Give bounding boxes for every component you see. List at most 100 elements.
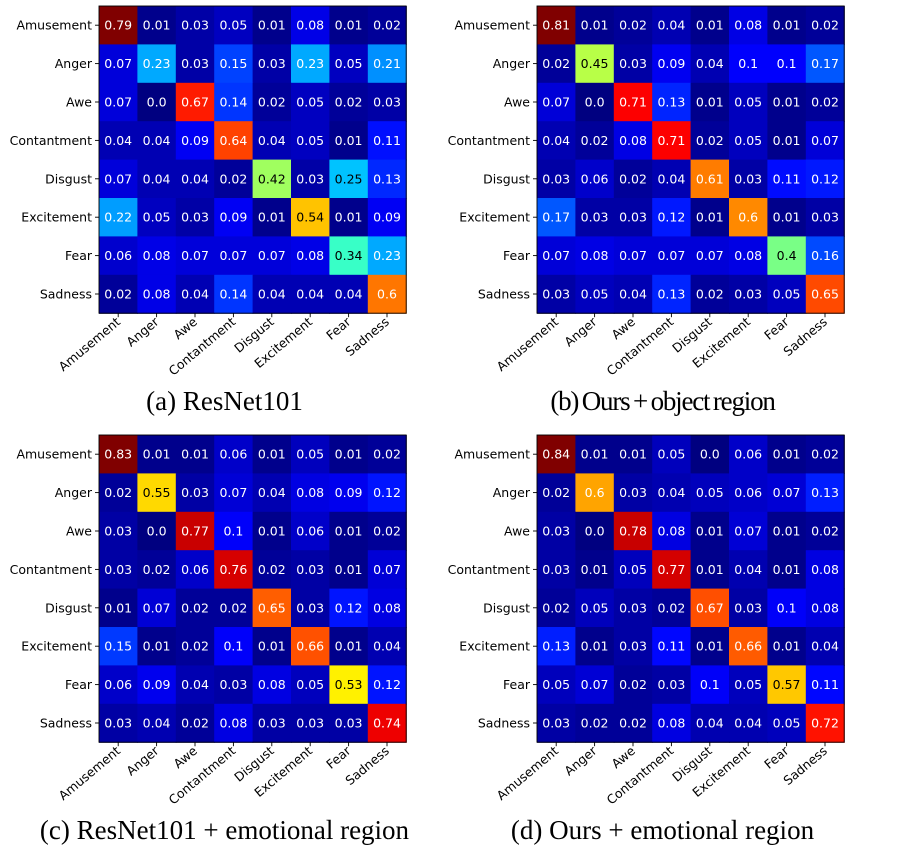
heatmap-cell [252, 703, 292, 743]
x-tick-label: Awe [608, 314, 638, 342]
y-tick-label: Awe [504, 524, 530, 539]
x-tick-label: Anger [561, 313, 600, 349]
heatmap-cell [214, 627, 254, 666]
y-tick-label: Anger [55, 56, 93, 71]
heatmap-cell [537, 82, 576, 122]
y-tick-label: Awe [504, 95, 530, 110]
cell-value-label: 0.03 [104, 524, 132, 539]
cell-value-label: 0.53 [335, 677, 363, 692]
heatmap-cell [252, 44, 292, 84]
heatmap-cell [537, 44, 576, 84]
heatmap-frame [536, 434, 845, 743]
cell-value-label: 0.04 [734, 716, 762, 731]
heatmap-cell [252, 550, 292, 590]
cell-value-label: 0.04 [657, 171, 685, 186]
cell-value-label: 0.04 [143, 716, 171, 731]
heatmap-cell [137, 44, 177, 84]
cell-value-label: 0.05 [581, 600, 609, 615]
heatmap-cell [613, 473, 653, 513]
x-tick-label: Amusement [494, 314, 562, 374]
heatmap-cell [575, 274, 615, 314]
heatmap-cell [767, 236, 807, 276]
heatmap-cell [690, 159, 730, 199]
cell-value-label: 0.08 [811, 562, 839, 577]
cell-value-label: 0.23 [296, 56, 324, 71]
heatmap-cell [99, 6, 138, 45]
heatmap-cell [613, 159, 653, 199]
cell-value-label: 0.05 [773, 287, 801, 302]
confusion-matrix-panel-d: 0.84 0.01 0.01 0.05 0.0 0.06 0.01 0.02 0.02 0.6 0.… [438, 429, 887, 858]
heatmap-cell [214, 198, 254, 237]
cell-value-label: 0.02 [696, 287, 724, 302]
y-tick-label: Fear [503, 248, 531, 263]
heatmap-cell [729, 44, 768, 84]
heatmap-cell [291, 550, 330, 590]
y-tick-label: Amusement [454, 18, 530, 33]
cell-value-label: 0.06 [734, 485, 762, 500]
cell-value-label: 0.07 [104, 56, 132, 71]
heatmap-cell [767, 6, 807, 45]
y-tick-label: Awe [66, 95, 92, 110]
y-tick-label: Anger [493, 56, 531, 71]
cell-value-label: 0.03 [542, 716, 570, 731]
heatmap-cell [137, 588, 177, 628]
heatmap-svg: 0.79 0.01 0.03 0.05 0.01 0.08 0.01 0.02 0.07 0.23… [10, 5, 407, 378]
cell-value-label: 0.65 [811, 287, 839, 302]
cell-value-label: 0.04 [258, 133, 286, 148]
cell-value-label: 0.03 [181, 56, 209, 71]
heatmap-cell [575, 588, 615, 628]
cell-value-label: 0.01 [143, 447, 171, 462]
cell-value-label: 0.07 [542, 248, 570, 263]
cell-value-label: 0.03 [104, 716, 132, 731]
heatmap-cell [729, 121, 768, 161]
heatmap-cell [137, 236, 177, 276]
heatmap-cell [252, 198, 292, 237]
heatmap-cell [175, 435, 215, 474]
heatmap-cell [575, 703, 615, 743]
heatmap-cell [575, 159, 615, 199]
heatmap-cell [729, 82, 768, 122]
heatmap-cell [99, 473, 138, 513]
cell-value-label: 0.02 [619, 716, 647, 731]
x-tick-label: Awe [608, 743, 638, 771]
heatmap-cell [690, 6, 730, 45]
heatmap-cell [99, 435, 138, 474]
x-tick-label: Amusement [494, 743, 562, 803]
heatmap-cell [537, 627, 576, 666]
cell-value-label: 0.03 [181, 485, 209, 500]
heatmap-cell [175, 703, 215, 743]
cell-value-label: 0.0 [147, 524, 167, 539]
heatmap-cell [613, 198, 653, 237]
cell-value-label: 0.08 [219, 716, 247, 731]
heatmap-cell [613, 236, 653, 276]
heatmap-cell [291, 6, 330, 45]
cell-value-label: 0.13 [657, 287, 685, 302]
cell-value-label: 0.01 [181, 447, 209, 462]
heatmap-cell [729, 473, 768, 513]
heatmap-frame [536, 5, 845, 314]
cell-value-label: 0.01 [335, 18, 363, 33]
heatmap-cell [329, 82, 369, 122]
cell-value-label: 0.04 [696, 56, 724, 71]
heatmap-cell [329, 588, 369, 628]
x-tick-label: Sadness [780, 743, 830, 788]
heatmap-cell [537, 703, 576, 743]
cell-value-label: 0.01 [258, 524, 286, 539]
cell-value-label: 0.08 [296, 18, 324, 33]
heatmap-cell [690, 435, 730, 474]
heatmap-cell [652, 473, 692, 513]
heatmap-cell [690, 588, 730, 628]
heatmap-cell [537, 121, 576, 161]
heatmap-cell [652, 159, 692, 199]
cell-value-label: 0.03 [811, 210, 839, 225]
cell-value-label: 0.02 [581, 716, 609, 731]
cell-value-label: 0.01 [773, 18, 801, 33]
heatmap-cell [291, 121, 330, 161]
cell-value-label: 0.01 [143, 639, 171, 654]
cell-value-label: 0.06 [104, 677, 132, 692]
cell-value-label: 0.07 [734, 524, 762, 539]
cell-value-label: 0.11 [773, 171, 801, 186]
heatmap-cell [214, 511, 254, 551]
heatmap-cell [99, 665, 138, 705]
heatmap-cell [367, 44, 407, 84]
